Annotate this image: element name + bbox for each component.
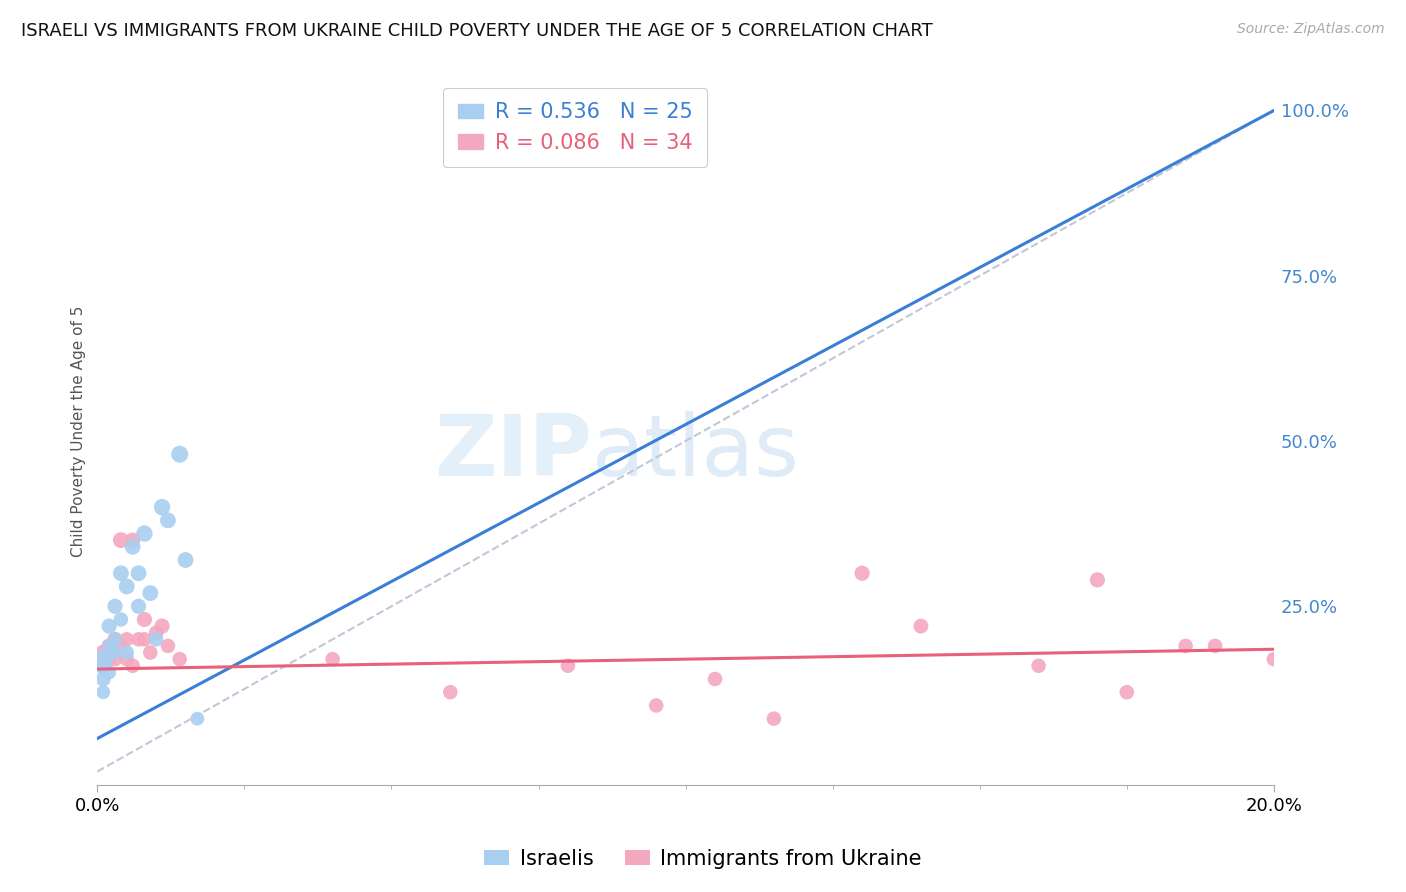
Text: Source: ZipAtlas.com: Source: ZipAtlas.com [1237, 22, 1385, 37]
Legend: Israelis, Immigrants from Ukraine: Israelis, Immigrants from Ukraine [477, 840, 929, 877]
Point [91, 658, 114, 673]
Point [174, 553, 197, 567]
Point [128, 566, 150, 581]
Point [322, 652, 344, 666]
Point [645, 698, 668, 713]
Point [1115, 685, 1137, 699]
Point [104, 632, 127, 647]
Point [156, 639, 179, 653]
Point [134, 526, 156, 541]
Point [104, 646, 127, 660]
Point [1087, 573, 1109, 587]
Text: ZIP: ZIP [433, 411, 592, 494]
Point [704, 672, 727, 686]
Point [139, 586, 162, 600]
Point [115, 652, 138, 666]
Point [98, 619, 121, 633]
Point [104, 652, 127, 666]
Point [91, 685, 114, 699]
Point [150, 619, 173, 633]
Point [145, 625, 167, 640]
Point [1204, 639, 1226, 653]
Point [98, 639, 121, 653]
Legend: R = 0.536   N = 25, R = 0.086   N = 34: R = 0.536 N = 25, R = 0.086 N = 34 [443, 87, 707, 168]
Point [121, 658, 143, 673]
Point [1263, 652, 1285, 666]
Point [145, 632, 167, 647]
Point [169, 447, 191, 461]
Point [186, 712, 208, 726]
Point [128, 599, 150, 614]
Text: atlas: atlas [592, 411, 800, 494]
Point [156, 513, 179, 527]
Point [91, 658, 114, 673]
Point [169, 652, 191, 666]
Point [110, 533, 132, 548]
Point [110, 613, 132, 627]
Point [110, 639, 132, 653]
Point [115, 646, 138, 660]
Point [98, 639, 121, 653]
Point [110, 566, 132, 581]
Point [115, 632, 138, 647]
Point [910, 619, 932, 633]
Point [762, 712, 785, 726]
Point [104, 632, 127, 647]
Point [91, 652, 114, 666]
Point [1028, 658, 1050, 673]
Point [121, 533, 143, 548]
Point [134, 632, 156, 647]
Point [115, 579, 138, 593]
Point [439, 685, 461, 699]
Point [121, 540, 143, 554]
Point [557, 658, 579, 673]
Point [134, 613, 156, 627]
Y-axis label: Child Poverty Under the Age of 5: Child Poverty Under the Age of 5 [72, 305, 86, 557]
Point [150, 500, 173, 515]
Point [128, 632, 150, 647]
Point [851, 566, 873, 581]
Point [1174, 639, 1197, 653]
Point [91, 672, 114, 686]
Point [98, 665, 121, 680]
Point [98, 652, 121, 666]
Point [139, 646, 162, 660]
Point [91, 646, 114, 660]
Point [104, 599, 127, 614]
Text: ISRAELI VS IMMIGRANTS FROM UKRAINE CHILD POVERTY UNDER THE AGE OF 5 CORRELATION : ISRAELI VS IMMIGRANTS FROM UKRAINE CHILD… [21, 22, 932, 40]
